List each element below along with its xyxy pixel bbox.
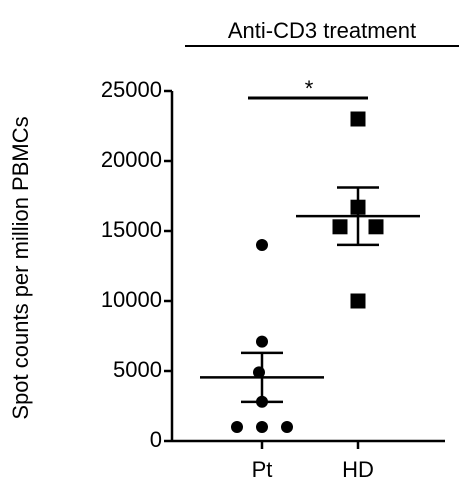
y-tick-label: 5000 (113, 357, 162, 382)
x-tick-label: Pt (252, 457, 273, 482)
data-point (350, 293, 366, 309)
significance-marker: * (305, 76, 314, 101)
data-point (350, 111, 366, 127)
y-tick-label: 10000 (101, 287, 162, 312)
data-point (256, 239, 268, 251)
data-point (256, 335, 268, 348)
y-tick-label: 15000 (101, 217, 162, 242)
y-axis-label: Spot counts per million PBMCs (8, 116, 33, 419)
y-tick-label: 25000 (101, 77, 162, 102)
y-tick-label: 20000 (101, 147, 162, 172)
data-point (332, 219, 348, 235)
data-point (281, 421, 293, 433)
data-point (368, 219, 384, 235)
x-tick-label: HD (342, 457, 374, 482)
y-tick-label: 0 (150, 427, 162, 452)
data-point (231, 421, 243, 433)
data-point (256, 421, 268, 433)
chart-title: Anti-CD3 treatment (228, 18, 416, 43)
